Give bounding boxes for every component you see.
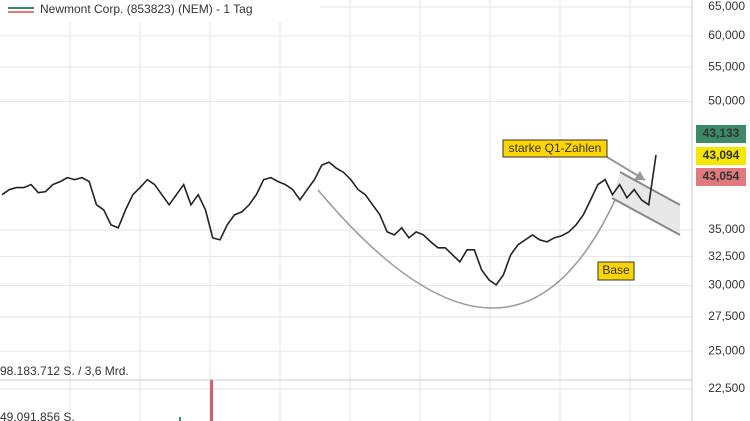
price-badge bbox=[696, 168, 746, 186]
annotation-box bbox=[502, 139, 608, 158]
y-tick-label: 27,500 bbox=[708, 309, 745, 323]
volume-label: 98.183.712 S. / 3,6 Mrd. bbox=[0, 364, 129, 378]
channel-line bbox=[611, 197, 681, 236]
annotation-box bbox=[597, 261, 635, 281]
y-tick-label: 55,000 bbox=[708, 59, 745, 73]
y-tick-label: 60,000 bbox=[708, 28, 745, 42]
price-badge-label: 43,094 bbox=[703, 148, 740, 162]
volume-bar bbox=[210, 380, 213, 421]
vertical-grid bbox=[69, 0, 631, 421]
price-badge-label: 43,054 bbox=[703, 169, 740, 183]
legend-title: Newmont Corp. (853823) (NEM) - 1 Tag bbox=[40, 2, 253, 16]
volume-label: 49.091.856 S. bbox=[0, 410, 75, 421]
annotation: starke Q1-Zahlen bbox=[509, 141, 602, 155]
y-tick-label: 50,000 bbox=[708, 94, 745, 108]
arrow-head bbox=[634, 171, 645, 180]
y-tick-label: 25,000 bbox=[708, 343, 745, 357]
price-badge-label: 43,133 bbox=[703, 126, 740, 140]
price-line bbox=[1, 154, 657, 286]
annotation: Base bbox=[602, 263, 630, 277]
y-tick-label: 35,000 bbox=[708, 222, 745, 236]
channel-line bbox=[619, 171, 681, 206]
legend-bg bbox=[0, 0, 320, 22]
y-tick-label: 30,000 bbox=[708, 278, 745, 292]
price-badge bbox=[696, 147, 746, 165]
price-badge bbox=[696, 125, 746, 143]
volume-bar bbox=[179, 417, 181, 421]
y-tick-label: 22,500 bbox=[708, 381, 745, 395]
y-tick-label: 32,500 bbox=[708, 249, 745, 263]
cup-curve bbox=[317, 189, 616, 309]
y-tick-label: 65,000 bbox=[708, 0, 745, 13]
